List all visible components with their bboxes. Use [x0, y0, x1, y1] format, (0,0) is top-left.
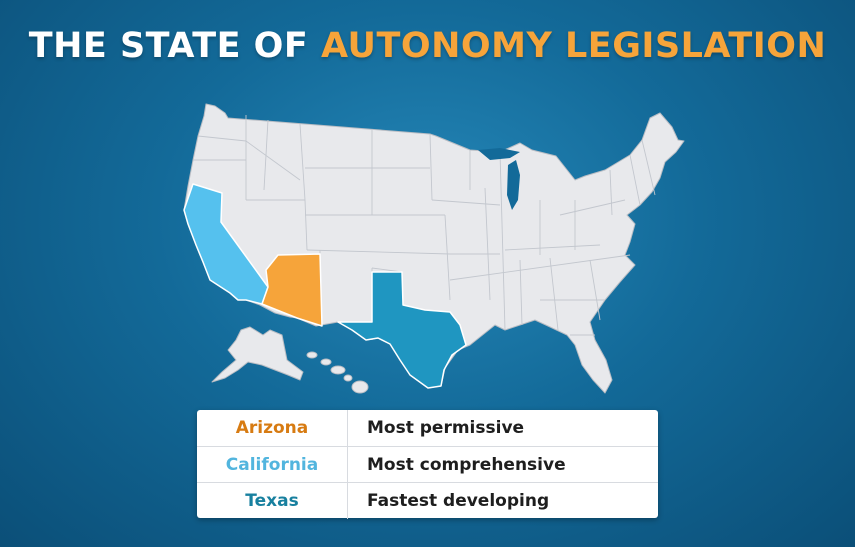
- page-title: THE STATE OF AUTONOMY LEGISLATION: [0, 26, 855, 66]
- legend-row-texas: Texas Fastest developing: [197, 482, 658, 519]
- arizona-state: [261, 253, 323, 327]
- legend-table: Arizona Most permissive California Most …: [197, 410, 658, 519]
- legend-state-california: California: [197, 447, 348, 483]
- legend-state-texas: Texas: [197, 483, 348, 519]
- legend-desc-california: Most comprehensive: [367, 455, 566, 475]
- california-state: [183, 183, 269, 305]
- legend-desc-texas: Fastest developing: [367, 491, 550, 511]
- legend-row-california: California Most comprehensive: [197, 446, 658, 483]
- hawaii-islands: [306, 351, 369, 394]
- title-part-2: AUTONOMY LEGISLATION: [321, 26, 827, 66]
- texas-state: [337, 271, 467, 389]
- state-borders: [193, 115, 656, 340]
- lake-michigan: [507, 160, 520, 210]
- lake-superior: [478, 148, 520, 160]
- legend-row-arizona: Arizona Most permissive: [197, 410, 658, 446]
- legend-desc-arizona: Most permissive: [367, 418, 525, 438]
- alaska-state: [211, 326, 304, 383]
- legend-state-arizona: Arizona: [197, 410, 348, 446]
- title-part-1: THE STATE OF: [28, 26, 322, 66]
